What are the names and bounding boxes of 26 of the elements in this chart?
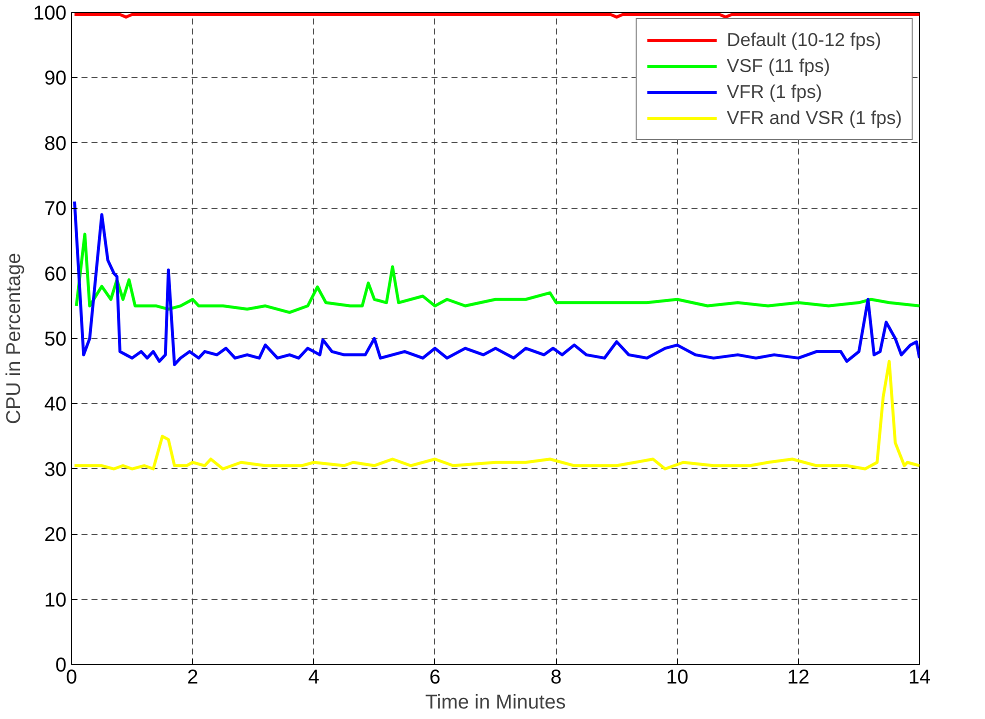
line-series (74, 232, 920, 314)
y-tick-label: 50 (44, 328, 67, 350)
x-tick-label: 2 (187, 666, 198, 688)
y-tick-label: 80 (44, 132, 67, 155)
y-tick-label: 90 (44, 68, 67, 90)
y-tick-label: 40 (44, 394, 67, 416)
y-axis-title: CPU in Percentage (3, 252, 26, 424)
x-tick-label: 4 (308, 666, 320, 688)
x-axis-title: Time in Minutes (425, 692, 566, 714)
y-tick-label: 70 (44, 198, 67, 220)
y-tick-label: 20 (44, 524, 67, 546)
line-series (73, 200, 920, 366)
legend-label: VFR (1 fps) (726, 81, 822, 103)
x-tick-label: 14 (908, 666, 931, 688)
y-tick-label: 60 (44, 263, 67, 286)
legend-label: VFR and VSR (1 fps) (726, 107, 902, 129)
x-tick-label: 10 (666, 666, 688, 688)
x-tick-label: 8 (550, 666, 562, 688)
x-tick-label: 12 (787, 666, 810, 688)
legend-label: VSF (11 fps) (726, 55, 830, 77)
x-tick-label: 6 (429, 666, 440, 688)
line-series (73, 360, 920, 470)
legend-label: Default (10-12 fps) (726, 29, 882, 51)
y-tick-label: 30 (44, 458, 67, 481)
y-tick-label: 10 (44, 589, 67, 612)
y-tick-label: 100 (33, 2, 67, 24)
